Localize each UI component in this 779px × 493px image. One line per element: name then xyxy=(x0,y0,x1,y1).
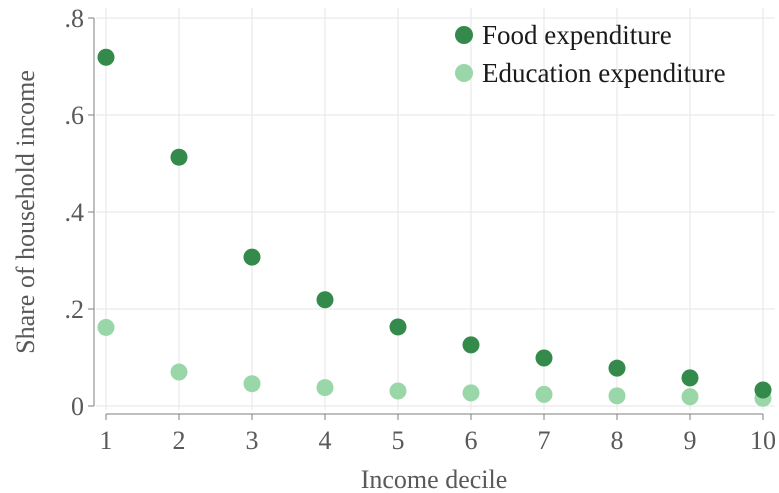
y-tick-label: .4 xyxy=(65,198,85,227)
education-point xyxy=(608,387,626,405)
food-point xyxy=(608,359,626,377)
education-point xyxy=(243,375,261,393)
legend-item: Food expenditure xyxy=(455,20,672,50)
education-point xyxy=(170,363,188,381)
food-point xyxy=(316,291,334,309)
y-tick-label: .8 xyxy=(65,4,85,33)
x-tick-label: 9 xyxy=(684,426,697,455)
y-tick-label: 0 xyxy=(71,392,84,421)
education-point xyxy=(389,382,407,400)
food-point xyxy=(97,48,115,66)
x-axis-title: Income decile xyxy=(361,465,508,493)
food-point xyxy=(754,381,772,399)
food-point xyxy=(535,349,553,367)
food-point xyxy=(389,318,407,336)
x-tick-label: 10 xyxy=(750,426,776,455)
x-tick-label: 2 xyxy=(173,426,186,455)
x-tick-label: 4 xyxy=(319,426,332,455)
y-axis-ticks: 0 .2 .4 .6 .8 xyxy=(65,4,94,421)
education-point xyxy=(535,385,553,403)
x-axis-ticks: 1 2 3 4 5 6 7 8 9 10 xyxy=(100,414,776,455)
food-point xyxy=(243,248,261,266)
education-point xyxy=(316,379,334,397)
legend-marker xyxy=(455,64,473,82)
x-tick-label: 6 xyxy=(465,426,478,455)
legend-item: Education expenditure xyxy=(455,58,726,88)
food-point xyxy=(462,336,480,354)
education-point xyxy=(462,384,480,402)
series-education xyxy=(97,318,772,407)
legend-marker xyxy=(455,26,473,44)
x-tick-label: 5 xyxy=(392,426,405,455)
food-point xyxy=(170,148,188,166)
education-point xyxy=(97,318,115,336)
x-tick-label: 3 xyxy=(246,426,259,455)
x-tick-label: 1 xyxy=(100,426,113,455)
legend: Food expenditure Education expenditure xyxy=(455,20,726,88)
x-tick-label: 7 xyxy=(538,426,551,455)
food-point xyxy=(681,369,699,387)
legend-label: Education expenditure xyxy=(482,58,726,88)
y-tick-label: .2 xyxy=(65,295,85,324)
legend-label: Food expenditure xyxy=(482,20,672,50)
series-food xyxy=(97,48,772,399)
data-points xyxy=(97,48,772,407)
x-tick-label: 8 xyxy=(611,426,624,455)
education-point xyxy=(681,388,699,406)
y-axis-title: Share of household income xyxy=(11,70,40,354)
y-tick-label: .6 xyxy=(65,101,85,130)
